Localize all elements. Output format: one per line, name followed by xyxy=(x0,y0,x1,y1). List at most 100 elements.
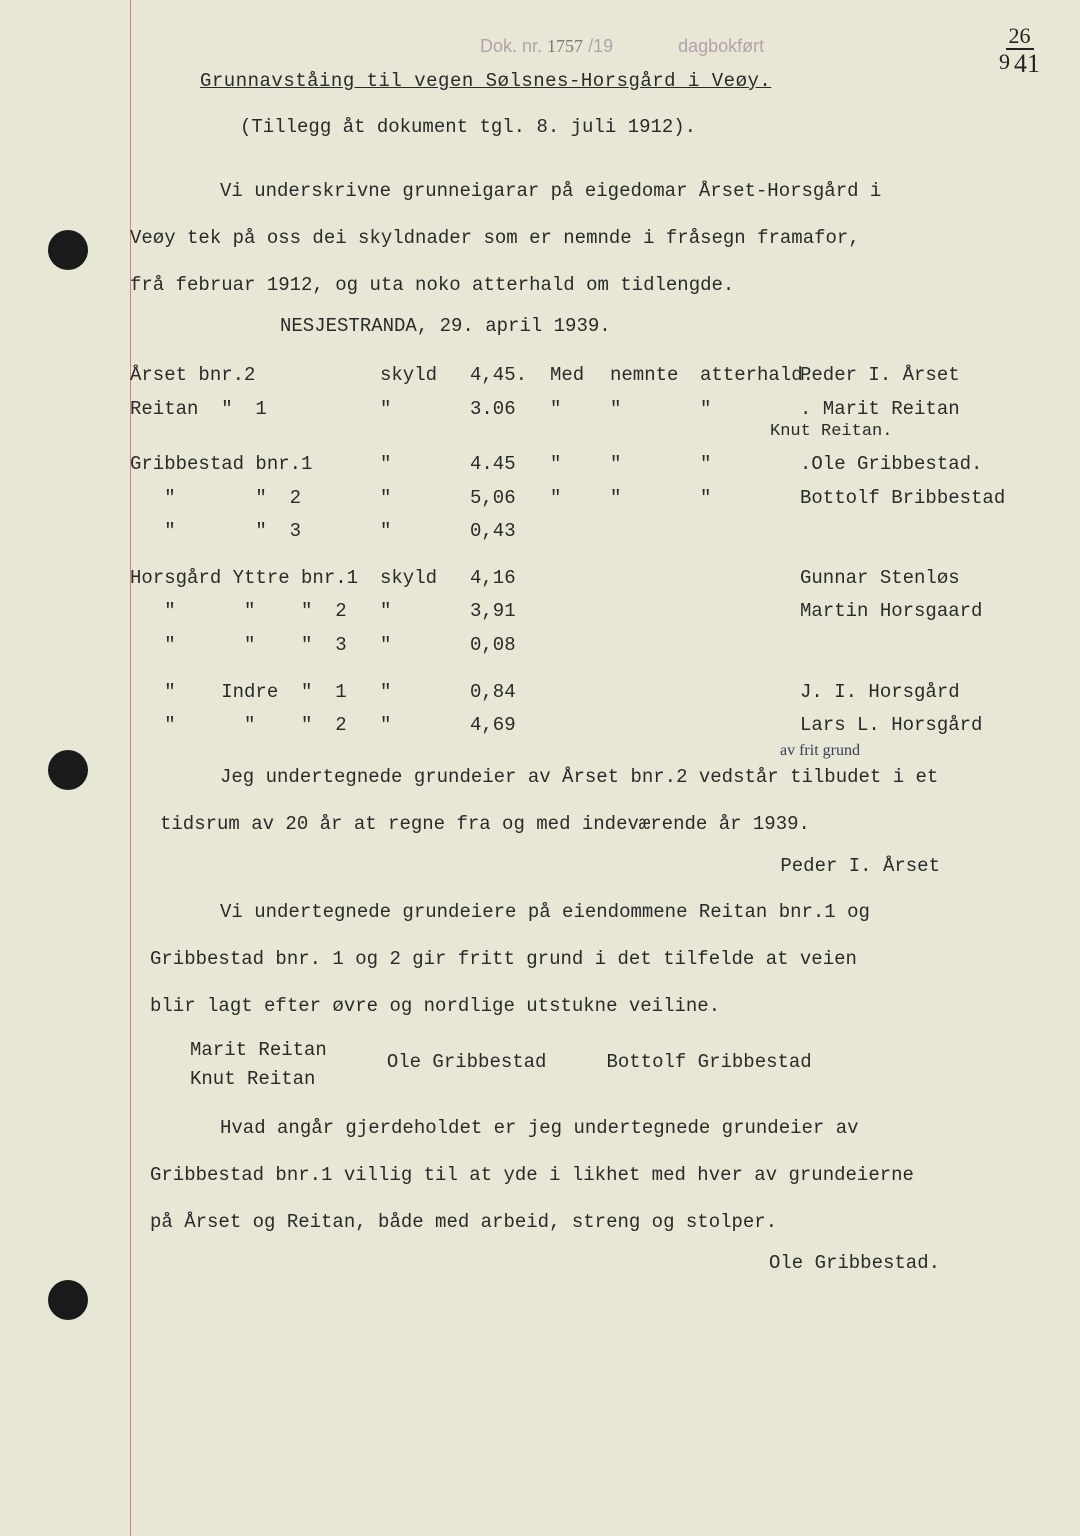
table-cell xyxy=(550,629,610,662)
table-cell xyxy=(800,515,1020,548)
para2-line: Jeg undertegnede grundeier av Årset bnr.… xyxy=(160,760,1020,795)
table-cell: " xyxy=(610,393,700,426)
table-cell: " xyxy=(380,709,470,742)
table-cell: " xyxy=(610,448,700,481)
table-cell: . Marit Reitan xyxy=(800,393,1020,426)
table-cell: " xyxy=(550,482,610,515)
table-cell: Reitan " 1 xyxy=(130,393,320,426)
table-row: " " 3"0,43 xyxy=(130,515,1020,548)
table-cell: Årset bnr.2 xyxy=(130,359,320,392)
subtitle: (Tillegg åt dokument tgl. 8. juli 1912). xyxy=(240,116,1020,138)
table-cell xyxy=(320,629,380,662)
table-cell xyxy=(700,709,800,742)
table-cell: " xyxy=(380,595,470,628)
table-cell: " " 2 xyxy=(130,482,320,515)
table-cell: Horsgård Yttre bnr.1 xyxy=(130,562,320,595)
para1-line: Vi underskrivne grunneigarar på eigedoma… xyxy=(160,174,1020,209)
para4-line: Hvad angår gjerdeholdet er jeg undertegn… xyxy=(160,1111,1020,1146)
table-cell: atterhald. xyxy=(700,359,800,392)
table-cell: " " 3 xyxy=(130,515,320,548)
handwritten-note: av frit grund xyxy=(780,742,860,760)
table-cell xyxy=(320,359,380,392)
table-cell: nemnte xyxy=(610,359,700,392)
para2-line: tidsrum av 20 år at regne fra og med ind… xyxy=(160,807,1020,842)
table-cell: 4.45 xyxy=(470,448,550,481)
table-cell: " xyxy=(380,629,470,662)
table-cell: 4,45. xyxy=(470,359,550,392)
table-cell xyxy=(550,562,610,595)
table-cell: " xyxy=(700,482,800,515)
para1-line: frå februar 1912, og uta noko atterhald … xyxy=(130,268,1020,303)
table-row: " Indre " 1 "0,84 J. I. Horsgård xyxy=(130,676,1020,709)
table-row: " " " 3 "0,08 xyxy=(130,629,1020,662)
table-cell xyxy=(700,515,800,548)
table-cell: J. I. Horsgård xyxy=(800,676,1020,709)
para3-line: Vi undertegnede grundeiere på eiendommen… xyxy=(160,895,1020,930)
table-cell xyxy=(320,482,380,515)
table-cell xyxy=(320,676,380,709)
table-cell: 3.06 xyxy=(470,393,550,426)
table-cell xyxy=(610,562,700,595)
para3-line: Gribbestad bnr. 1 og 2 gir fritt grund i… xyxy=(150,942,1020,977)
table-cell: " xyxy=(550,393,610,426)
table-cell: " xyxy=(380,676,470,709)
place-date: NESJESTRANDA, 29. april 1939. xyxy=(280,315,1020,337)
para1-line: Veøy tek på oss dei skyldnader som er ne… xyxy=(130,221,1020,256)
para3-line: blir lagt efter øvre og nordlige utstukn… xyxy=(150,989,1020,1024)
table-cell xyxy=(550,709,610,742)
para4-line: på Årset og Reitan, både med arbeid, str… xyxy=(150,1205,1020,1240)
table-cell: Gunnar Stenløs xyxy=(800,562,1020,595)
table-cell xyxy=(320,595,380,628)
table-cell: 0,43 xyxy=(470,515,550,548)
table-cell xyxy=(610,515,700,548)
table-cell: " " " 3 xyxy=(130,629,320,662)
table-cell xyxy=(320,515,380,548)
table-cell xyxy=(700,595,800,628)
property-table: Årset bnr.2 skyld 4,45.Mednemnteatterhald.… xyxy=(130,359,1020,742)
page-title: Grunnavståing til vegen Sølsnes-Horsgård… xyxy=(200,70,1020,92)
table-cell xyxy=(320,562,380,595)
table-cell xyxy=(550,676,610,709)
signature: Peder I. Årset xyxy=(160,855,940,877)
table-cell: 5,06 xyxy=(470,482,550,515)
table-cell: " xyxy=(380,448,470,481)
table-cell: .Ole Gribbestad. xyxy=(800,448,1020,481)
table-cell: 0,84 xyxy=(470,676,550,709)
table-cell xyxy=(800,629,1020,662)
signature: Marit Reitan xyxy=(190,1036,327,1065)
table-cell: 3,91 xyxy=(470,595,550,628)
table-cell: " xyxy=(700,393,800,426)
table-cell xyxy=(700,629,800,662)
table-cell: Gribbestad bnr.1 xyxy=(130,448,320,481)
table-cell xyxy=(700,676,800,709)
table-cell: " xyxy=(610,482,700,515)
table-cell: 4,16 xyxy=(470,562,550,595)
table-cell: Martin Horsgaard xyxy=(800,595,1020,628)
table-cell: " " " 2 xyxy=(130,709,320,742)
table-cell xyxy=(320,448,380,481)
table-cell xyxy=(610,629,700,662)
table-cell: " " " 2 xyxy=(130,595,320,628)
table-cell xyxy=(610,595,700,628)
table-cell: " Indre " 1 xyxy=(130,676,320,709)
table-cell: 4,69 xyxy=(470,709,550,742)
table-cell: Lars L. Horsgård xyxy=(800,709,1020,742)
signature-block: Marit Reitan Knut Reitan Ole Gribbestad … xyxy=(190,1036,1020,1093)
table-row: Horsgård Yttre bnr.1 skyld4,16 Gunnar Sten… xyxy=(130,562,1020,595)
signature: Bottolf Gribbestad xyxy=(606,1036,811,1093)
table-cell: " xyxy=(380,393,470,426)
table-row: Årset bnr.2skyld4,45.Mednemnteatterhald.… xyxy=(130,359,1020,392)
table-row: Gribbestad bnr.1"4.45""".Ole Gribbestad. xyxy=(130,448,1020,481)
table-cell: Med xyxy=(550,359,610,392)
table-cell: " xyxy=(380,482,470,515)
table-row: " " " 2 "4,69 Lars L. Horsgård xyxy=(130,709,1020,742)
table-cell xyxy=(550,595,610,628)
table-cell: skyld xyxy=(380,562,470,595)
table-cell: Bottolf Bribbestad xyxy=(800,482,1020,515)
table-cell xyxy=(550,515,610,548)
signature: Ole Gribbestad. xyxy=(160,1252,940,1274)
table-row: Reitan " 1"3.06""". Marit Reitan xyxy=(130,393,1020,426)
table-cell xyxy=(610,676,700,709)
signature: Ole Gribbestad xyxy=(387,1036,547,1093)
table-cell: 0,08 xyxy=(470,629,550,662)
